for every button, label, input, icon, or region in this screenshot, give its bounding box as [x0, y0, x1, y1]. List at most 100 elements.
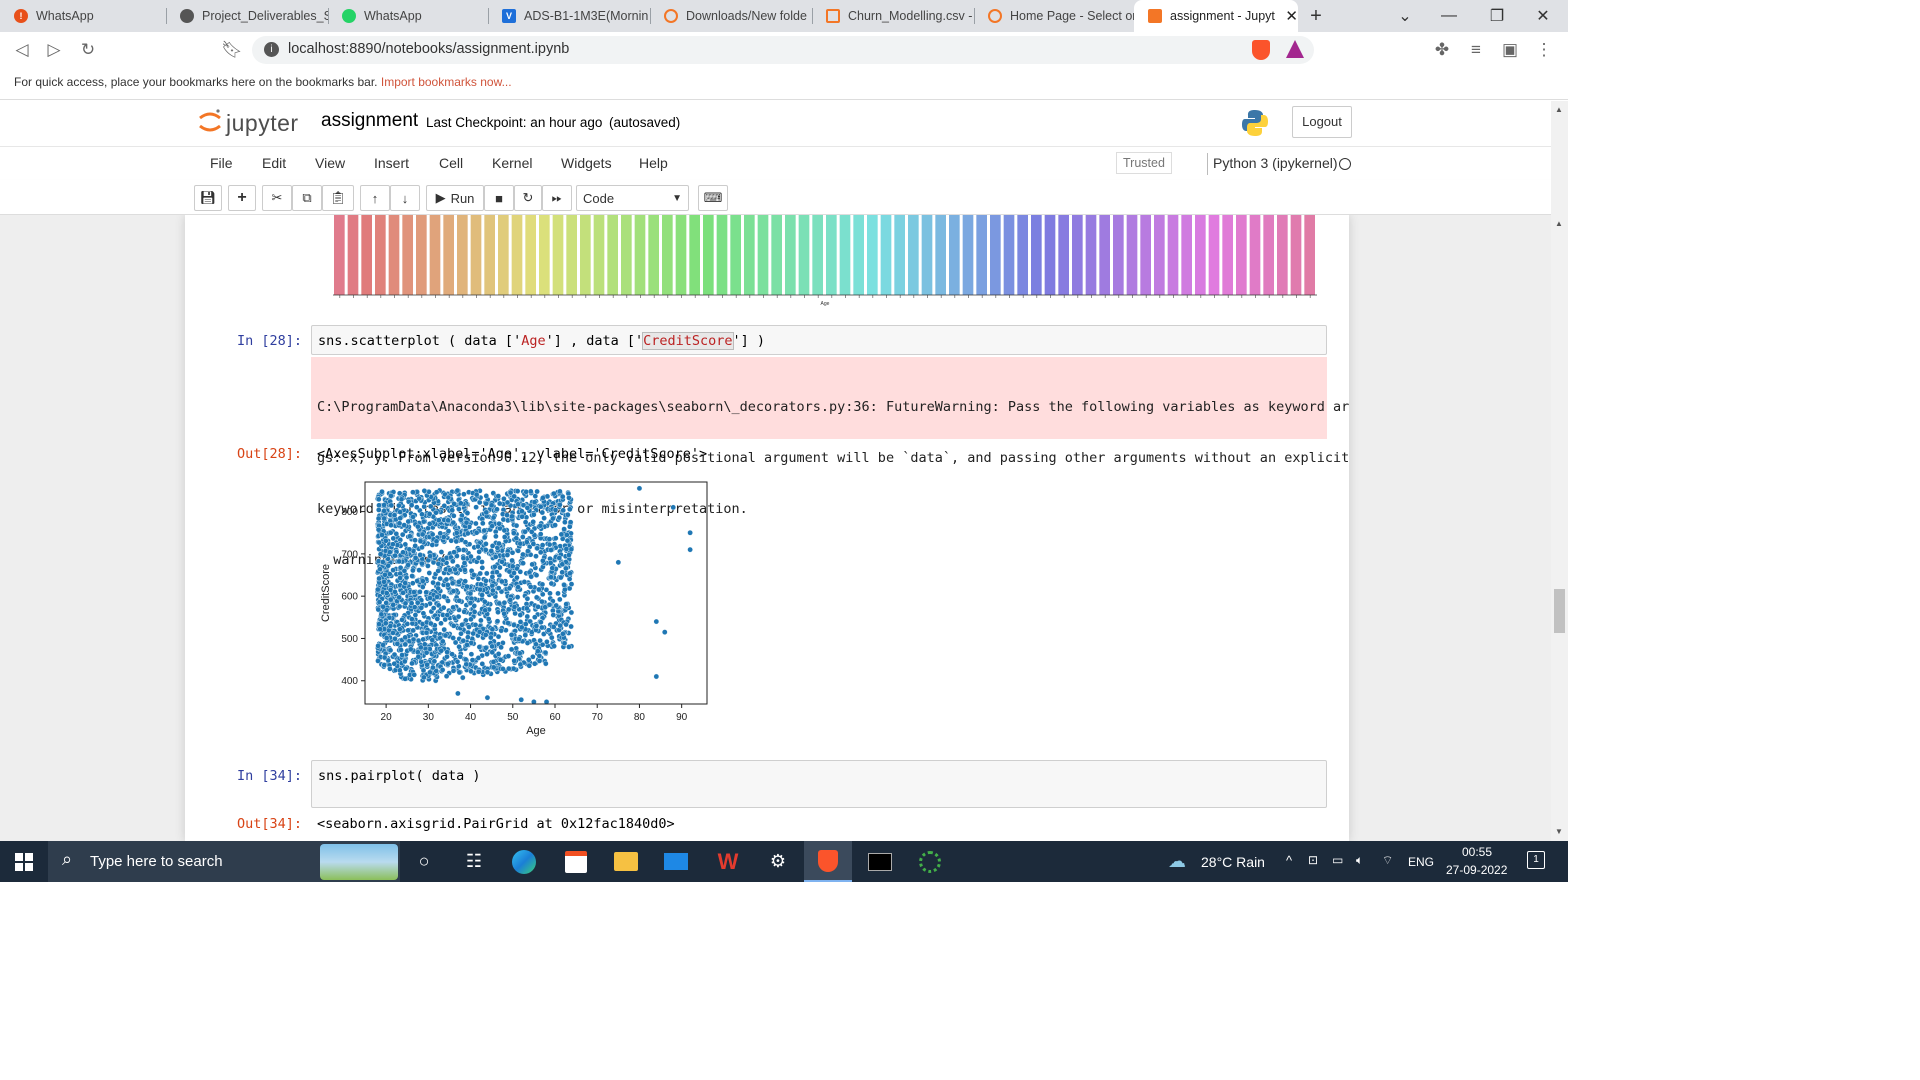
brave-browser-icon[interactable]: [804, 841, 852, 882]
scatter-point: [380, 603, 386, 610]
notebook-name[interactable]: assignment: [321, 110, 419, 131]
settings-icon[interactable]: ⚙: [769, 851, 787, 871]
keyboard-icon[interactable]: ⌨: [698, 185, 728, 211]
browser-tab[interactable]: V ADS-B1-1M3E(Mornin: [488, 0, 650, 32]
wifi-icon[interactable]: ⌔: [1382, 853, 1394, 867]
browser-tab[interactable]: ! WhatsApp: [0, 0, 166, 32]
run-button[interactable]: ▶ Run: [426, 185, 484, 211]
brave-shield-icon[interactable]: [1252, 40, 1270, 60]
scatter-point: [504, 512, 510, 518]
move-down-icon[interactable]: ↓: [390, 185, 420, 211]
cell-type-select[interactable]: Code ▼: [576, 185, 689, 211]
browser-tab[interactable]: WhatsApp: [328, 0, 488, 32]
terminal-icon[interactable]: [856, 841, 904, 882]
logout-button[interactable]: Logout: [1292, 106, 1352, 138]
task-view-icon[interactable]: ○: [418, 851, 430, 871]
browser-tab[interactable]: Churn_Modelling.csv -: [812, 0, 974, 32]
reload-icon[interactable]: ↻: [80, 40, 96, 59]
kernel-name[interactable]: Python 3 (ipykernel): [1213, 155, 1338, 171]
scatter-point: [483, 509, 490, 516]
scatter-point: [530, 511, 537, 518]
playlist-icon[interactable]: ≡: [1471, 40, 1481, 59]
widgets-icon[interactable]: ☷: [465, 851, 483, 871]
back-icon[interactable]: ◁: [15, 40, 29, 59]
cut-icon[interactable]: ✂: [262, 185, 292, 211]
scroll-up-icon[interactable]: ▲: [1555, 219, 1563, 228]
tab-search-icon[interactable]: ⌄: [1398, 8, 1412, 25]
bar-mark: [1263, 215, 1274, 295]
menu-insert[interactable]: Insert: [374, 155, 410, 171]
rewards-icon[interactable]: [1286, 40, 1304, 58]
code-cell[interactable]: sns.scatterplot ( data ['Age'] , data ['…: [311, 325, 1327, 355]
bookmark-icon[interactable]: 🔖︎: [221, 40, 243, 59]
import-bookmarks-link[interactable]: Import bookmarks now...: [380, 75, 512, 89]
taskbar-search-box[interactable]: ⌕ Type here to search: [48, 841, 400, 882]
scatter-point: [376, 496, 382, 503]
menu-icon[interactable]: ⋮: [1535, 40, 1553, 59]
close-tab-icon[interactable]: ✕: [1285, 8, 1298, 25]
menu-cell[interactable]: Cell: [439, 155, 464, 171]
volume-icon[interactable]: 🔈︎: [1356, 853, 1364, 867]
trusted-indicator[interactable]: Trusted: [1116, 152, 1172, 174]
scatter-point: [529, 561, 535, 568]
maximize-button[interactable]: ❐: [1489, 8, 1505, 25]
move-up-icon[interactable]: ↑: [360, 185, 390, 211]
battery-icon[interactable]: ▭: [1332, 853, 1344, 867]
restart-run-all-icon[interactable]: ⏩︎: [542, 185, 572, 211]
windows-start-icon[interactable]: [0, 841, 48, 882]
scatter-point: [396, 603, 403, 610]
menu-widgets[interactable]: Widgets: [561, 155, 612, 171]
browser-tab-active[interactable]: assignment - Jupyt ✕: [1134, 0, 1298, 32]
scroll-down-icon[interactable]: ▼: [1555, 827, 1563, 836]
clock-time[interactable]: 00:55: [1462, 845, 1493, 859]
scroll-up-icon[interactable]: ▲: [1555, 105, 1563, 114]
run-label: Run: [450, 190, 475, 206]
menu-kernel[interactable]: Kernel: [492, 155, 533, 171]
extensions-icon[interactable]: ✤: [1434, 40, 1450, 59]
scatter-point: [540, 557, 546, 564]
menu-edit[interactable]: Edit: [262, 155, 287, 171]
menu-help[interactable]: Help: [639, 155, 668, 171]
jupyter-logo[interactable]: jupyter: [198, 107, 308, 137]
meet-now-icon[interactable]: ⊡: [1308, 853, 1319, 867]
new-tab-button[interactable]: +: [1310, 4, 1322, 27]
interrupt-icon[interactable]: ■: [484, 185, 514, 211]
clock-date[interactable]: 27-09-2022: [1446, 863, 1508, 877]
wps-office-icon[interactable]: W: [717, 848, 739, 874]
code-cell[interactable]: sns.pairplot( data ): [311, 760, 1327, 808]
copy-icon[interactable]: ⧉: [292, 185, 322, 211]
minimize-button[interactable]: —: [1441, 7, 1457, 24]
page-scrollbar[interactable]: ▲ ▲ ▼: [1551, 101, 1568, 841]
restart-icon[interactable]: ↻: [514, 185, 542, 211]
show-hidden-icons[interactable]: ^: [1286, 853, 1293, 868]
menu-view[interactable]: View: [315, 155, 346, 171]
mail-icon[interactable]: [652, 841, 700, 882]
edge-icon[interactable]: [500, 841, 548, 882]
notifications-icon[interactable]: 1: [1527, 851, 1545, 869]
browser-tab[interactable]: Home Page - Select or: [974, 0, 1134, 32]
language-indicator[interactable]: ENG: [1408, 855, 1435, 869]
store-icon[interactable]: [552, 841, 600, 882]
site-info-icon[interactable]: i: [264, 42, 279, 57]
wallet-icon[interactable]: ▣: [1501, 40, 1519, 59]
browser-tab[interactable]: Project_Deliverables_St: [166, 0, 328, 32]
insert-cell-icon[interactable]: +: [228, 185, 256, 211]
forward-icon[interactable]: ▷: [47, 40, 61, 59]
bar-mark: [1140, 215, 1151, 295]
browser-tab[interactable]: Downloads/New folde: [650, 0, 812, 32]
url-text[interactable]: localhost:8890/notebooks/assignment.ipyn…: [288, 41, 570, 57]
file-explorer-icon[interactable]: [602, 841, 650, 882]
paste-icon[interactable]: 📋︎: [322, 185, 354, 211]
scatter-point: [397, 626, 403, 632]
bar-mark: [334, 215, 345, 295]
save-icon[interactable]: 💾︎: [194, 185, 222, 211]
scatter-point: [430, 664, 436, 671]
scatter-point: [394, 640, 401, 647]
menu-file[interactable]: File: [210, 155, 233, 171]
weather-icon[interactable]: ☁: [1168, 851, 1186, 871]
address-bar[interactable]: i localhost:8890/notebooks/assignment.ip…: [252, 36, 1314, 64]
scroll-thumb[interactable]: [1554, 589, 1565, 633]
weather-text[interactable]: 28°C Rain: [1201, 854, 1265, 870]
close-window-button[interactable]: ✕: [1536, 8, 1550, 25]
anaconda-icon[interactable]: [906, 841, 954, 882]
